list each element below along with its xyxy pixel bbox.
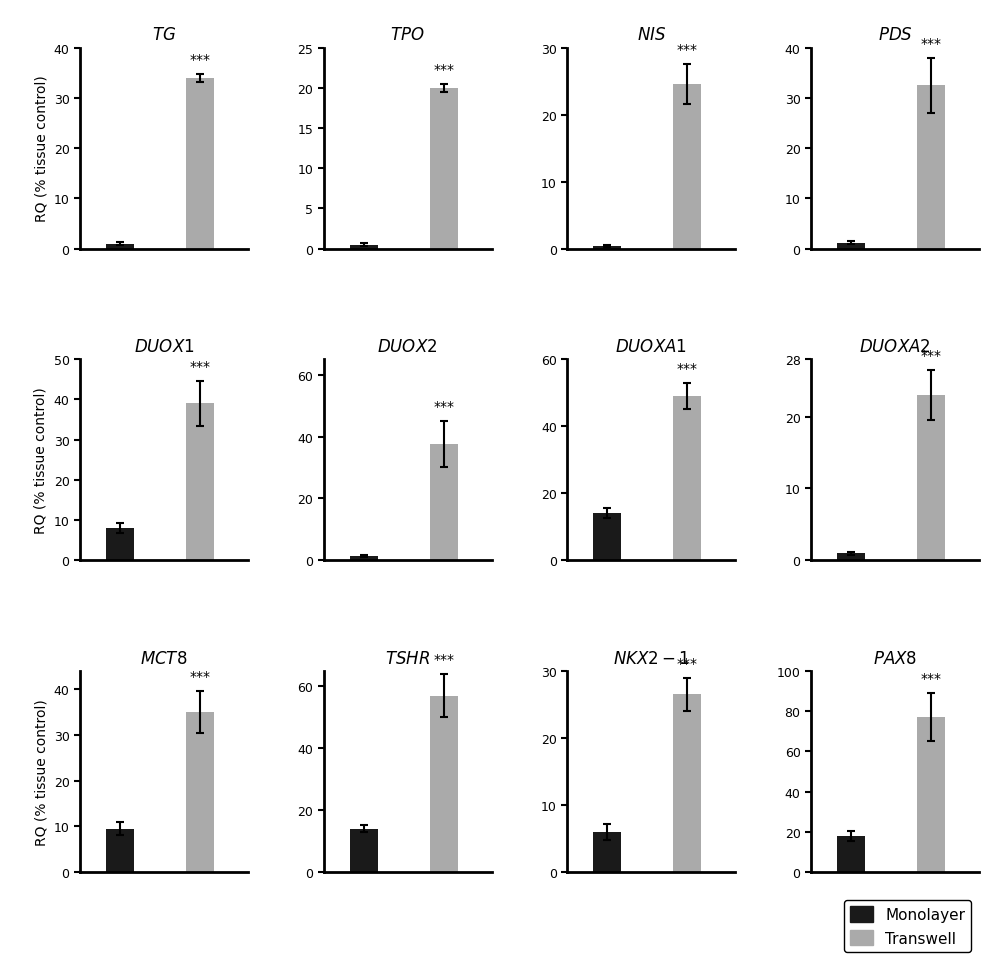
Text: ***: *** (190, 52, 211, 67)
Bar (106, 244, 134, 249)
Legend: Monolayer, Transwell: Monolayer, Transwell (844, 900, 971, 952)
Text: ***: *** (434, 652, 455, 667)
Y-axis label: RQ (% tissue control): RQ (% tissue control) (34, 699, 48, 845)
Bar (837, 836, 865, 872)
Bar (837, 553, 865, 561)
Title: $\it{PAX8}$: $\it{PAX8}$ (873, 649, 917, 667)
Text: ***: *** (920, 349, 941, 362)
Bar (430, 88, 458, 249)
Bar (593, 832, 621, 872)
Bar (593, 514, 621, 561)
Bar (673, 695, 701, 872)
Bar (837, 243, 865, 249)
Bar (917, 86, 945, 249)
Text: ***: *** (190, 359, 211, 374)
Title: $\it{TSHR}$: $\it{TSHR}$ (385, 649, 431, 667)
Bar (186, 712, 214, 872)
Text: ***: *** (677, 656, 698, 670)
Text: ***: *** (677, 44, 698, 57)
Y-axis label: RQ (% tissue control): RQ (% tissue control) (34, 76, 48, 222)
Bar (917, 717, 945, 872)
Bar (186, 404, 214, 561)
Bar (186, 78, 214, 249)
Y-axis label: RQ (% tissue control): RQ (% tissue control) (34, 387, 48, 534)
Text: ***: *** (434, 399, 455, 414)
Bar (350, 556, 378, 561)
Bar (673, 85, 701, 249)
Text: ***: *** (920, 672, 941, 685)
Bar (430, 696, 458, 872)
Title: $\it{NIS}$: $\it{NIS}$ (636, 26, 666, 45)
Text: ***: *** (190, 670, 211, 684)
Title: $\it{DUOXA2}$: $\it{DUOXA2}$ (859, 337, 931, 356)
Title: $\it{TPO}$: $\it{TPO}$ (391, 26, 425, 45)
Bar (106, 828, 134, 872)
Title: $\it{DUOXA1}$: $\it{DUOXA1}$ (615, 337, 687, 356)
Bar (350, 828, 378, 872)
Title: $\it{TG}$: $\it{TG}$ (152, 26, 176, 45)
Bar (106, 528, 134, 561)
Bar (593, 247, 621, 249)
Bar (673, 396, 701, 561)
Title: $\it{NKX2-1}$: $\it{NKX2-1}$ (613, 649, 689, 667)
Title: $\it{DUOX2}$: $\it{DUOX2}$ (378, 337, 438, 356)
Bar (917, 395, 945, 561)
Text: ***: *** (677, 361, 698, 375)
Text: ***: *** (434, 63, 455, 77)
Title: $\it{PDS}$: $\it{PDS}$ (877, 26, 912, 45)
Text: ***: *** (920, 37, 941, 50)
Bar (350, 245, 378, 249)
Bar (430, 445, 458, 561)
Title: $\it{DUOX1}$: $\it{DUOX1}$ (134, 337, 194, 356)
Title: $\it{MCT8}$: $\it{MCT8}$ (140, 649, 188, 667)
